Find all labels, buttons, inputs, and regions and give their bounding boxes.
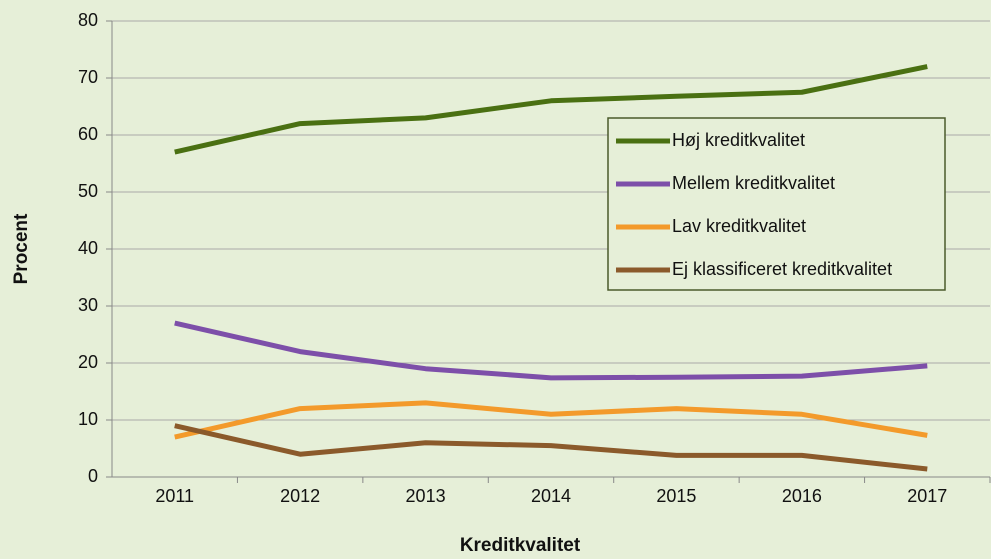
line-series [174,320,928,381]
y-tick-label: 30 [78,295,98,315]
y-tick-label: 40 [78,238,98,258]
x-tick-label: 2011 [155,486,194,506]
line-series [174,64,928,155]
x-tick-label: 2013 [406,486,446,506]
y-axis-label: Procent [11,213,32,284]
y-tick-label: 20 [78,352,98,372]
line-series [174,423,928,472]
y-tick-label: 10 [78,409,98,429]
x-tick-label: 2017 [907,486,947,506]
y-tick-label: 50 [78,181,98,201]
legend-label: Mellem kreditkvalitet [672,173,835,193]
x-tick-label: 2015 [656,486,696,506]
legend-label: Ej klassificeret kreditkvalitet [672,259,892,279]
y-tick-label: 60 [78,124,98,144]
legend-label: Lav kreditkvalitet [672,216,806,236]
line-series [174,400,928,440]
y-tick-label: 0 [88,466,98,486]
legend-label: Høj kreditkvalitet [672,130,805,150]
x-tick-label: 2012 [280,486,320,506]
y-tick-label: 70 [78,67,98,87]
x-tick-label: 2016 [782,486,822,506]
x-axis-label: Kreditkvalitet [460,535,581,556]
legend-box [607,117,946,291]
x-tick-label: 2014 [531,486,571,506]
y-tick-label: 80 [78,10,98,30]
